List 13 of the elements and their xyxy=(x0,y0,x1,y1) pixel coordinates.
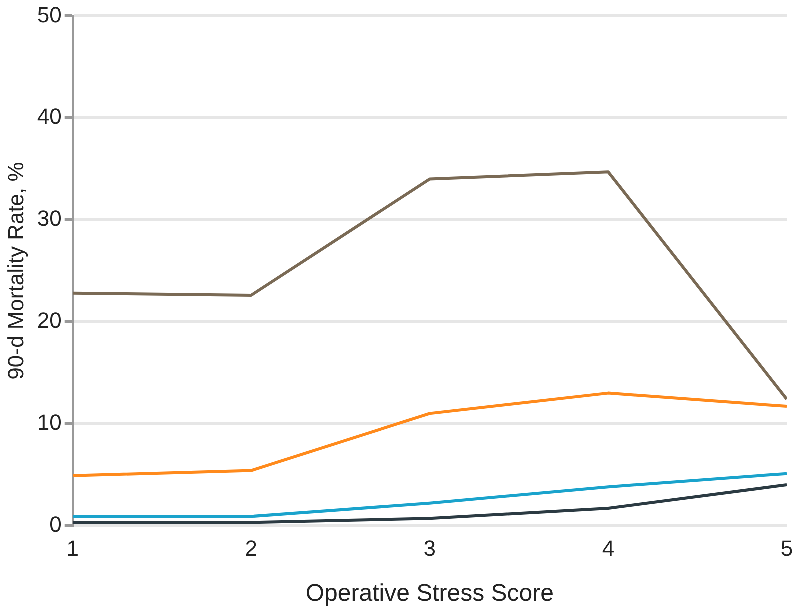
x-tick-label: 5 xyxy=(780,536,794,562)
x-tick-label: 2 xyxy=(245,536,258,562)
y-tick-label: 50 xyxy=(37,2,62,28)
x-axis-title: Operative Stress Score xyxy=(306,580,554,608)
y-axis-title: 90-d Mortality Rate, % xyxy=(3,162,28,380)
x-tick-label: 3 xyxy=(424,536,436,562)
y-tick-label: 10 xyxy=(37,410,62,435)
x-tick-label: 1 xyxy=(66,536,79,562)
y-tick-label: 30 xyxy=(37,206,62,232)
y-tick-label: 0 xyxy=(50,512,62,537)
x-tick-label: 4 xyxy=(602,536,615,562)
y-tick-label: 20 xyxy=(37,308,62,334)
y-tick-label: 40 xyxy=(37,104,62,130)
